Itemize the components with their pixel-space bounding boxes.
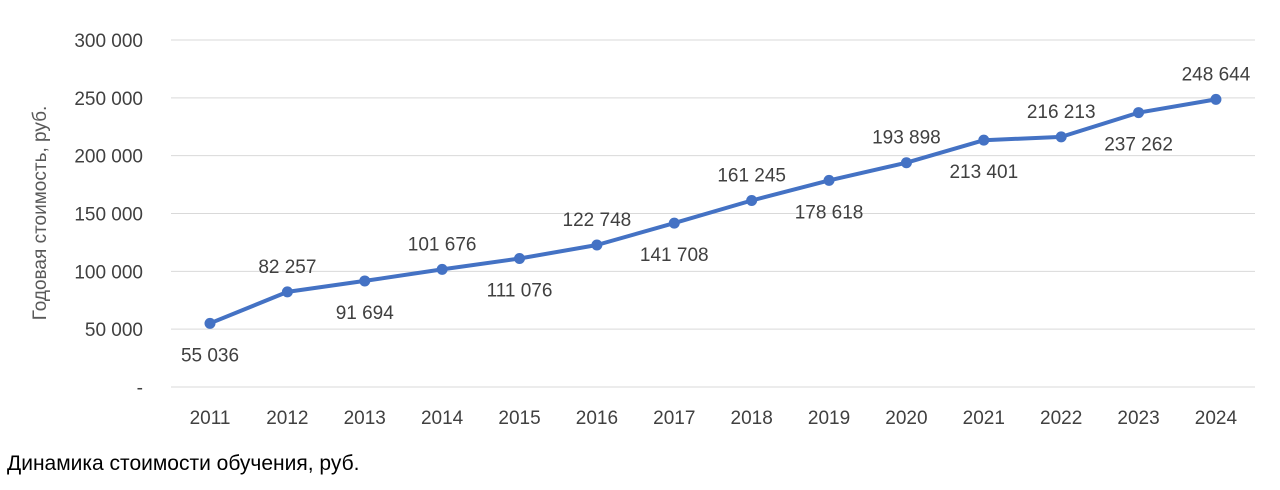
data-label: 216 213 (1027, 102, 1096, 123)
x-tick-label: 2013 (344, 408, 386, 429)
data-label: 161 245 (717, 165, 786, 186)
x-tick-label: 2016 (576, 408, 618, 429)
x-tick-label: 2022 (1040, 408, 1082, 429)
x-tick-label: 2020 (885, 408, 927, 429)
y-tick-label: 250 000 (74, 89, 143, 110)
data-point (514, 253, 526, 265)
x-tick-label: 2023 (1117, 408, 1159, 429)
x-tick-label: 2021 (963, 408, 1005, 429)
y-axis-title: Годовая стоимость, руб. (30, 106, 51, 321)
y-tick-label: 100 000 (74, 262, 143, 283)
x-tick-label: 2018 (731, 408, 773, 429)
data-labels: 55 036 82 257 91 694 101 676 111 076 122 748 1… (181, 64, 1251, 366)
data-label: 213 401 (949, 162, 1018, 183)
data-point (204, 317, 216, 329)
series-line (208, 97, 1218, 326)
data-label: 91 694 (336, 303, 395, 324)
data-point (359, 275, 371, 287)
data-point (823, 174, 835, 186)
data-point (591, 239, 603, 251)
y-tick-label: 50 000 (85, 320, 143, 341)
data-label: 55 036 (181, 345, 239, 366)
data-point (978, 134, 990, 146)
data-label: 178 618 (795, 202, 864, 223)
y-tick-label: - (137, 378, 143, 399)
data-point (900, 157, 912, 169)
data-point (281, 286, 293, 298)
data-label: 111 076 (487, 281, 553, 302)
x-axis-ticks: 2011 2012 2013 2014 2015 2016 2017 2018 2019 2020… (190, 408, 1238, 429)
data-label: 248 644 (1182, 64, 1251, 85)
data-point (1055, 131, 1067, 143)
y-tick-label: 150 000 (74, 205, 143, 226)
y-tick-label: 200 000 (74, 147, 143, 168)
x-tick-label: 2011 (190, 408, 231, 429)
gridlines (171, 39, 1255, 388)
x-tick-label: 2015 (498, 408, 540, 429)
data-point (746, 194, 758, 206)
data-point (1133, 107, 1145, 119)
x-tick-label: 2017 (653, 408, 695, 429)
x-tick-label: 2012 (266, 408, 308, 429)
series-group (204, 93, 1222, 329)
data-label: 193 898 (872, 128, 941, 149)
data-label: 82 257 (258, 257, 316, 278)
data-point (668, 217, 680, 229)
data-point (436, 263, 448, 275)
data-label: 122 748 (563, 210, 632, 231)
y-axis-ticks: - 50 000 100 000 150 000 200 000 250 000 300 0… (74, 31, 143, 399)
data-point (1210, 93, 1222, 105)
x-tick-label: 2014 (421, 408, 464, 429)
line-chart: - 50 000 100 000 150 000 200 000 250 000 300 0… (30, 31, 1255, 429)
data-label: 237 262 (1104, 135, 1173, 156)
x-tick-label: 2019 (808, 408, 850, 429)
data-label: 141 708 (640, 245, 709, 266)
y-tick-label: 300 000 (74, 31, 143, 52)
x-tick-label: 2024 (1195, 408, 1238, 429)
data-label: 101 676 (408, 234, 477, 255)
chart-caption: Динамика стоимости обучения, руб. (7, 452, 360, 475)
